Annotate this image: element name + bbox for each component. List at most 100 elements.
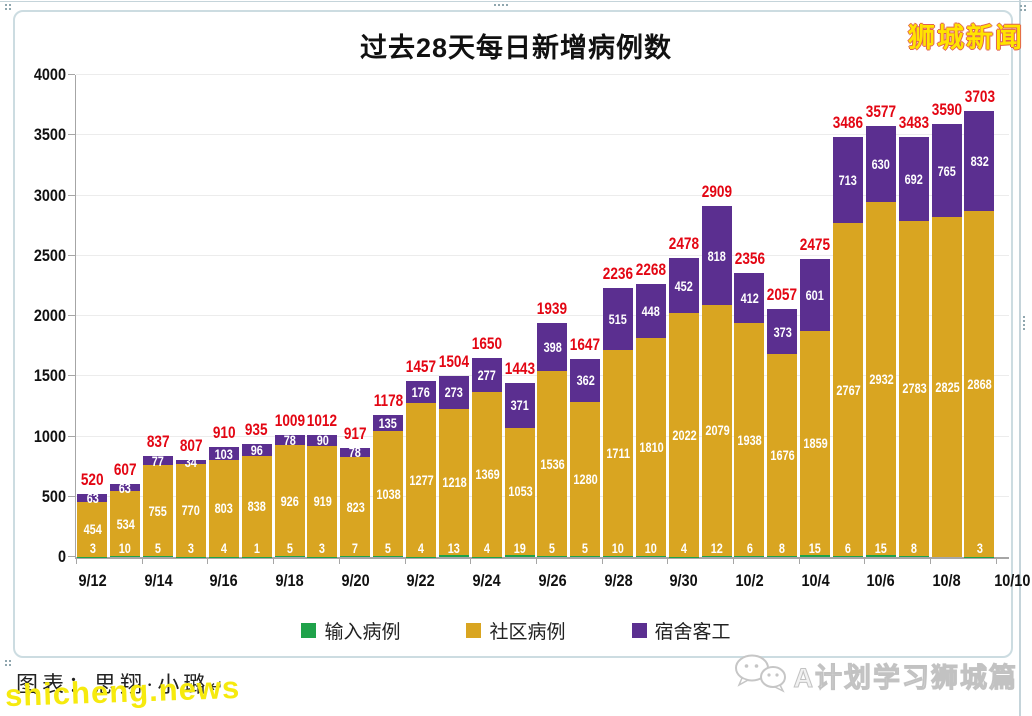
bar-segment-imported xyxy=(537,556,568,557)
bar-segment-dormitory xyxy=(833,136,864,223)
legend-item-imported: 输入病例 xyxy=(301,617,400,644)
bar-label-imported: 3 xyxy=(187,540,195,556)
x-tick-label: 9/30 xyxy=(669,571,698,590)
y-tick xyxy=(68,435,75,437)
drag-handle-top-left[interactable] xyxy=(5,4,11,10)
bar-group: 5 1536 398 1939 xyxy=(537,299,568,557)
bar-group: 5 1038 135 1178 xyxy=(373,391,404,557)
y-tick-label: 2000 xyxy=(33,306,66,325)
bar-label-dormitory: 398 xyxy=(543,339,562,356)
x-tick xyxy=(733,559,735,564)
bar-segment-imported xyxy=(865,555,896,557)
x-tick-label: 9/26 xyxy=(538,571,567,590)
window-top-edge xyxy=(0,1,1032,2)
watermark-wechat-text: A计划学习狮城篇 xyxy=(793,663,1018,694)
bar-label-total: 1504 xyxy=(438,351,469,371)
legend-swatch-dormitory xyxy=(631,623,647,638)
bar-label-dormitory: 63 xyxy=(86,490,99,507)
y-tick xyxy=(68,254,75,256)
bar-label-total: 2909 xyxy=(701,182,732,202)
bar-label-dormitory: 176 xyxy=(411,384,431,401)
y-tick-label: 3000 xyxy=(33,185,66,205)
bar-label-imported: 5 xyxy=(582,540,589,556)
drag-handle-top-center[interactable] xyxy=(494,4,508,6)
bar-segment-community xyxy=(373,431,404,557)
bar-group: 15 2932 630 3577 xyxy=(865,102,896,557)
bar-label-dormitory: 63 xyxy=(119,479,132,496)
bar-label-imported: 10 xyxy=(119,540,132,556)
drag-handle-top-right[interactable] xyxy=(1020,5,1026,11)
chart-object-frame[interactable] xyxy=(13,10,1013,658)
bar-segment-dormitory xyxy=(603,287,634,350)
bar-label-dormitory: 601 xyxy=(806,286,825,303)
bar-label-total: 1443 xyxy=(504,359,535,379)
y-tick xyxy=(68,134,75,136)
y-tick-label: 0 xyxy=(57,547,66,566)
bar-label-total: 3486 xyxy=(832,112,864,132)
bar-label-dormitory: 78 xyxy=(283,432,296,449)
gridline xyxy=(76,315,1009,316)
bar-label-imported: 4 xyxy=(680,540,687,556)
bar-segment-dormitory xyxy=(340,447,371,457)
bar-label-dormitory: 452 xyxy=(674,277,693,294)
bar-label-imported: 19 xyxy=(513,540,526,556)
bar-label-imported: 4 xyxy=(483,540,490,556)
x-tick-label: 9/24 xyxy=(472,571,501,590)
bar-label-imported: 12 xyxy=(710,540,723,556)
x-tick xyxy=(207,559,209,564)
bar-group: 12 2079 818 2909 xyxy=(701,182,732,557)
x-tick xyxy=(864,559,866,564)
bar-label-total: 3483 xyxy=(898,113,929,133)
bar-label-total: 3577 xyxy=(865,101,896,121)
bar-group: 2825 765 3590 xyxy=(931,100,962,557)
x-tick-label: 10/10 xyxy=(994,571,1031,590)
bar-group: 7 823 78 917 xyxy=(340,424,371,557)
bar-segment-community xyxy=(241,455,272,557)
bar-segment-dormitory xyxy=(635,283,666,338)
bar-label-community: 1938 xyxy=(737,431,763,448)
bar-label-community: 770 xyxy=(181,502,201,519)
bar-label-total: 1009 xyxy=(274,411,305,431)
bar-label-total: 1939 xyxy=(537,299,568,319)
x-tick-label: 9/14 xyxy=(144,571,173,590)
legend-item-dormitory: 宿舍客工 xyxy=(631,617,731,644)
x-tick xyxy=(470,559,472,564)
bar-label-community: 926 xyxy=(280,492,299,509)
bar-label-imported: 8 xyxy=(910,540,917,556)
chart-credit: 图表：思翔·小璐↵ xyxy=(16,672,224,697)
bar-segment-community xyxy=(208,459,239,557)
drag-handle-bottom-left[interactable] xyxy=(5,660,11,666)
bar-segment-dormitory xyxy=(701,206,732,306)
bar-segment-dormitory xyxy=(471,358,502,392)
bar-label-dormitory: 765 xyxy=(937,162,956,179)
bar-segment-imported xyxy=(734,556,765,557)
chart-legend: 输入病例 社区病例 宿舍客工 xyxy=(0,617,1032,644)
x-tick xyxy=(76,559,77,564)
x-tick-label: 9/12 xyxy=(78,571,107,590)
gridline xyxy=(76,74,1009,75)
bar-label-dormitory: 273 xyxy=(444,384,463,401)
bar-label-imported: 5 xyxy=(155,540,162,556)
bar-group: 4 803 103 910 xyxy=(208,423,239,557)
window-right-edge xyxy=(1019,0,1021,716)
bar-segment-community xyxy=(405,402,436,557)
bar-segment-community xyxy=(734,322,765,557)
bar-segment-dormitory xyxy=(570,358,601,403)
y-tick xyxy=(68,556,75,557)
bar-segment-imported xyxy=(274,556,305,557)
bar-segment-community xyxy=(504,427,535,555)
legend-item-community: 社区病例 xyxy=(466,617,566,644)
bar-segment-community xyxy=(274,444,305,557)
drag-handle-right-center[interactable] xyxy=(1023,316,1025,330)
x-tick xyxy=(930,559,932,564)
bar-segment-dormitory xyxy=(931,124,962,217)
bar-label-total: 807 xyxy=(179,435,203,455)
bar-segment-community xyxy=(668,312,699,557)
y-tick xyxy=(68,495,75,497)
chart-canvas[interactable]: 9/12 9/14 9/16 9/18 9/20 9/22 9/24 9/26 9/28 9/30… xyxy=(68,74,1030,590)
bar-segment-dormitory xyxy=(964,110,995,212)
bar-segment-imported xyxy=(110,555,141,557)
bar-label-imported: 4 xyxy=(417,540,424,556)
bar-group: 10 534 63 607 xyxy=(110,460,141,557)
bar-segment-dormitory xyxy=(208,447,239,460)
